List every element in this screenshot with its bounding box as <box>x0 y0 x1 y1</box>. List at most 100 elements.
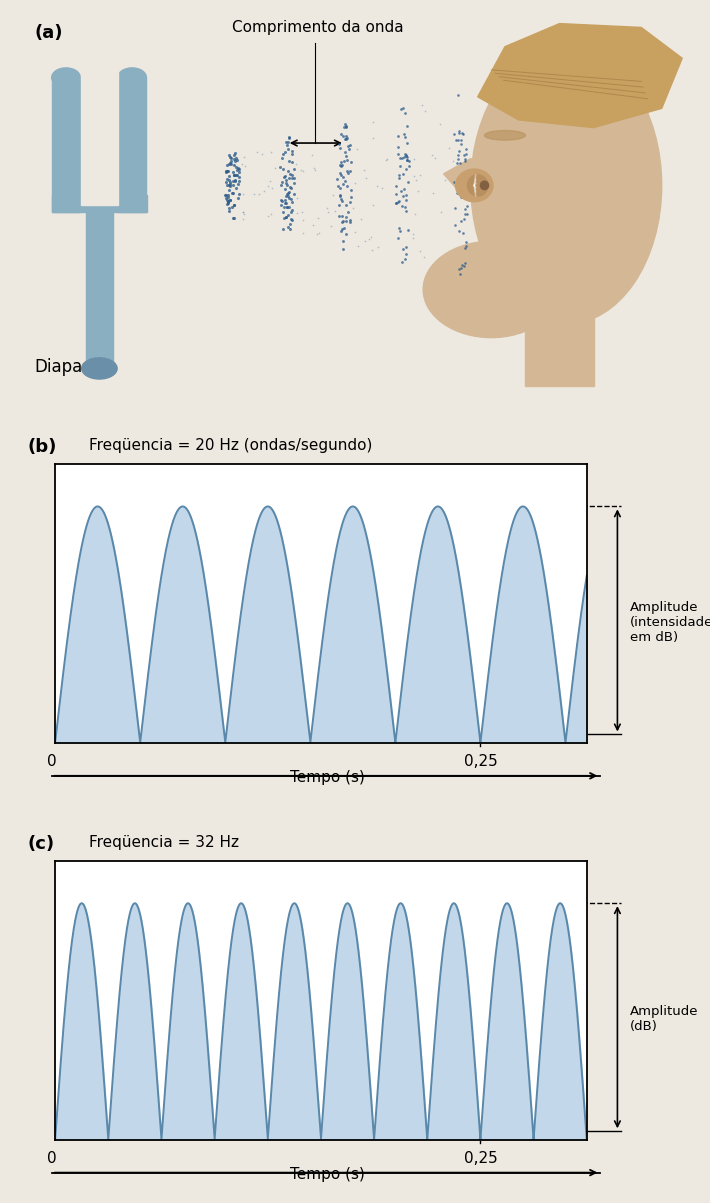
Point <box>306 146 317 165</box>
Point <box>222 194 233 213</box>
Point <box>228 146 239 165</box>
Text: Tempo (s): Tempo (s) <box>290 770 365 786</box>
Point <box>344 211 356 230</box>
Point <box>416 96 427 115</box>
Point <box>336 165 347 184</box>
Point <box>351 140 363 159</box>
Point <box>449 125 460 144</box>
Point <box>392 144 403 164</box>
Point <box>355 209 366 229</box>
Ellipse shape <box>423 242 559 338</box>
Point <box>342 137 354 156</box>
Point <box>285 202 297 221</box>
Point <box>352 236 364 255</box>
Point <box>342 202 354 221</box>
Bar <box>86 205 113 367</box>
Point <box>287 165 298 184</box>
Point <box>337 167 349 186</box>
Point <box>364 230 375 249</box>
Point <box>337 231 349 250</box>
Point <box>335 221 346 241</box>
Point <box>400 191 412 211</box>
Point <box>453 85 464 105</box>
Point <box>350 173 361 192</box>
Polygon shape <box>478 24 682 128</box>
Point <box>227 209 239 229</box>
Point <box>231 150 243 170</box>
Point <box>400 201 412 220</box>
Text: Comprimento da onda: Comprimento da onda <box>232 19 404 35</box>
Point <box>283 161 294 180</box>
Point <box>226 184 238 203</box>
Point <box>281 176 293 195</box>
Point <box>229 172 241 191</box>
Point <box>280 170 292 189</box>
Point <box>279 143 290 162</box>
Point <box>460 140 471 159</box>
Text: 0,25: 0,25 <box>464 1150 497 1166</box>
Point <box>228 166 239 185</box>
Point <box>347 198 359 218</box>
Point <box>224 174 236 194</box>
Point <box>286 142 297 161</box>
Point <box>337 239 349 259</box>
Ellipse shape <box>471 47 662 324</box>
Point <box>439 170 450 189</box>
Point <box>458 146 469 165</box>
Point <box>338 174 349 194</box>
Point <box>232 159 244 178</box>
Point <box>395 182 406 201</box>
Point <box>224 190 236 209</box>
Text: 0: 0 <box>47 754 57 769</box>
Point <box>224 171 235 190</box>
Point <box>393 218 405 237</box>
Point <box>308 159 320 178</box>
Point <box>231 160 242 179</box>
Point <box>398 179 410 198</box>
Point <box>400 185 411 205</box>
Point <box>344 192 356 212</box>
Point <box>360 168 371 188</box>
Point <box>283 132 294 152</box>
Point <box>280 186 292 206</box>
Point <box>297 211 308 230</box>
Point <box>415 241 426 260</box>
Point <box>224 146 235 165</box>
Point <box>341 196 352 215</box>
Point <box>447 152 459 171</box>
Bar <box>52 77 80 213</box>
Point <box>341 118 352 137</box>
Point <box>280 208 291 227</box>
Point <box>283 129 295 148</box>
Point <box>345 188 356 207</box>
Point <box>258 182 270 201</box>
Point <box>278 219 289 238</box>
Point <box>397 186 408 206</box>
Point <box>274 158 285 177</box>
Point <box>337 219 348 238</box>
Point <box>345 180 356 200</box>
Point <box>233 174 244 194</box>
Point <box>402 117 413 136</box>
Point <box>390 177 401 196</box>
Point <box>283 128 295 147</box>
Point <box>228 149 239 168</box>
Point <box>285 190 296 209</box>
Point <box>372 237 383 256</box>
Point <box>336 156 347 176</box>
Point <box>396 149 408 168</box>
Point <box>337 126 349 146</box>
Point <box>230 171 241 190</box>
Point <box>222 192 233 212</box>
Point <box>287 168 298 188</box>
Point <box>398 124 409 143</box>
Point <box>275 196 287 215</box>
Point <box>408 229 419 248</box>
Point <box>288 168 300 188</box>
Point <box>395 149 406 168</box>
Point <box>222 194 234 213</box>
Text: Tempo (s): Tempo (s) <box>290 1167 365 1181</box>
Point <box>226 149 237 168</box>
Point <box>418 247 430 266</box>
Point <box>276 149 288 168</box>
